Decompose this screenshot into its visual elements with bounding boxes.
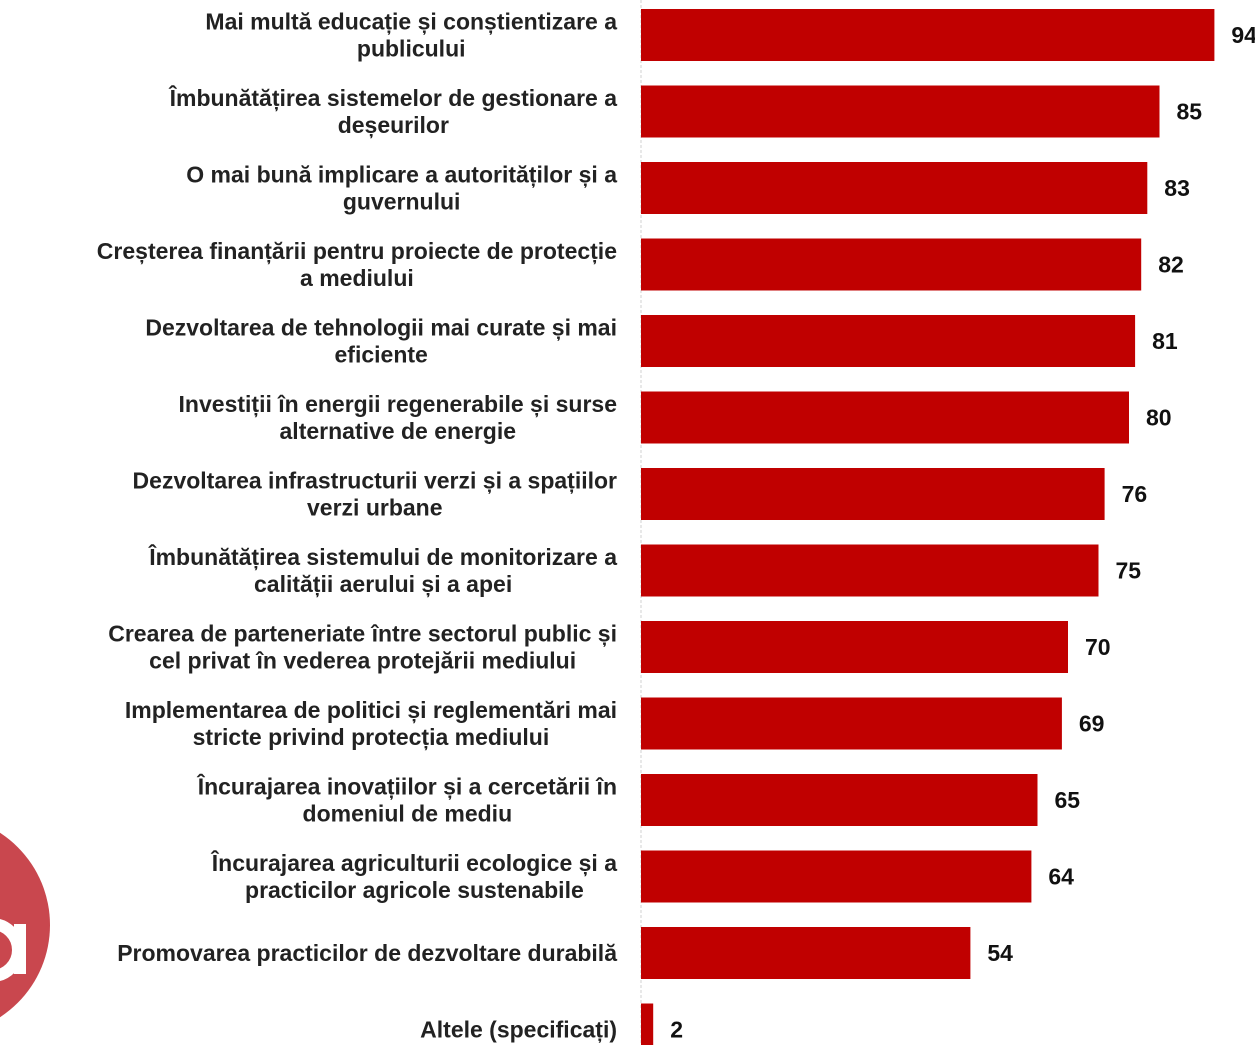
value-label: 64	[1048, 864, 1074, 890]
category-label: O mai bună implicare a autorităților și …	[186, 162, 617, 215]
bar	[641, 544, 1099, 597]
bar	[641, 621, 1068, 673]
value-label: 75	[1116, 558, 1142, 584]
bar	[641, 927, 971, 979]
category-label: Mai multă educație și conștientizare a pu…	[205, 9, 617, 62]
category-label: Altele (specificați)	[420, 1017, 617, 1044]
bar	[641, 315, 1136, 367]
value-label: 70	[1085, 634, 1111, 660]
category-label: Dezvoltarea de tehnologii mai curate și …	[145, 315, 617, 368]
category-label: Investiții în energii regenerabile și su…	[179, 391, 617, 444]
bar	[641, 391, 1129, 444]
brand-logo-stem	[14, 924, 26, 974]
value-label: 82	[1158, 252, 1184, 278]
bar	[641, 850, 1032, 903]
category-label: Crearea de parteneriate între sectorul p…	[108, 621, 617, 674]
category-label: Promovarea practicilor de dezvoltare dur…	[117, 940, 617, 966]
bars-group: 94 Mai multă educație și conștientizare a…	[97, 9, 1255, 1045]
bar	[641, 774, 1038, 826]
value-label: 2	[670, 1017, 683, 1043]
value-label: 83	[1164, 175, 1190, 201]
bar	[641, 238, 1142, 291]
bar	[641, 85, 1160, 138]
value-label: 54	[987, 940, 1013, 966]
value-label: 69	[1079, 711, 1105, 737]
value-label: 85	[1177, 99, 1203, 125]
value-label: 76	[1122, 481, 1148, 507]
bar	[641, 468, 1105, 520]
value-label: 80	[1146, 405, 1172, 431]
brand-logo	[0, 832, 50, 1018]
value-label: 94	[1231, 22, 1255, 48]
bar	[641, 162, 1148, 214]
bar	[641, 1003, 654, 1045]
value-label: 65	[1055, 787, 1081, 813]
category-label: Îmbunătățirea sistemului de monitorizare…	[148, 543, 617, 598]
category-label: Dezvoltarea infrastructurii verzi și a s…	[133, 468, 617, 521]
category-label: Îmbunătățirea sistemelor de gestionare a…	[169, 84, 618, 139]
bar	[641, 9, 1215, 61]
category-label: Creșterea finanțării pentru proiecte de …	[97, 238, 617, 291]
category-label: Implementarea de politici și reglementăr…	[125, 697, 617, 751]
value-label: 81	[1152, 328, 1178, 354]
bar	[641, 697, 1062, 750]
category-label: Încurajarea inovațiilor și a cercetării …	[197, 773, 617, 827]
